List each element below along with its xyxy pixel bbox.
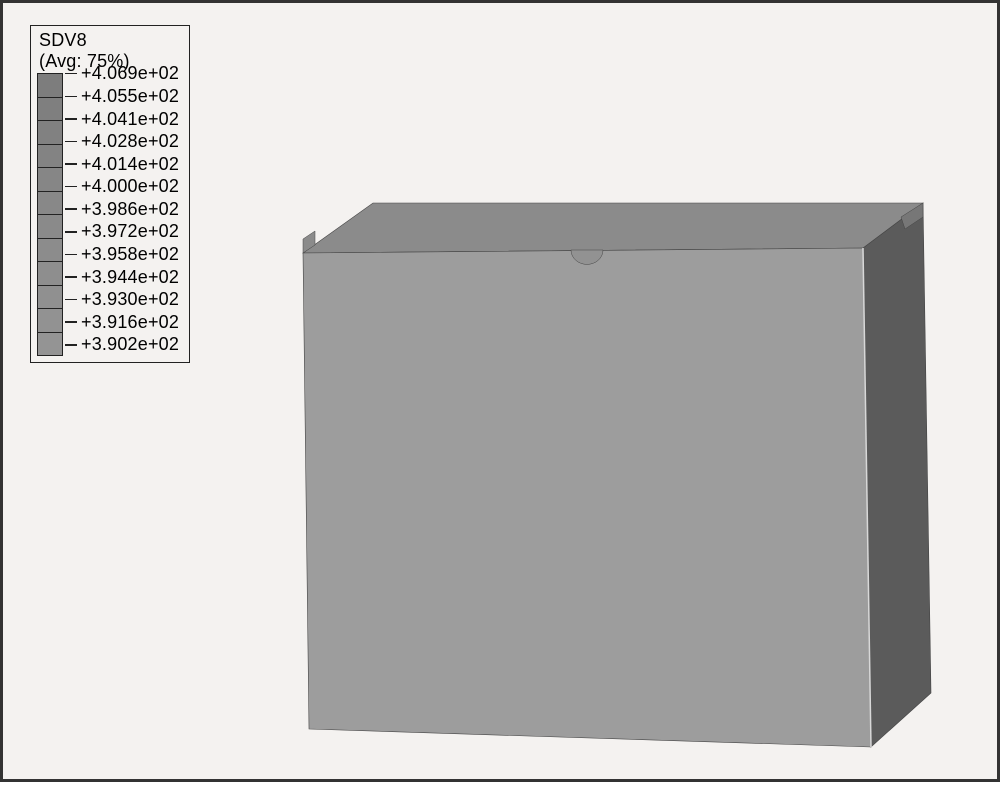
tick-label: +3.902e+02 — [81, 334, 179, 355]
tick-label: +4.000e+02 — [81, 176, 179, 197]
model-front-face — [303, 248, 871, 747]
tick-mark — [65, 276, 77, 278]
legend-tick: +4.014e+02 — [65, 153, 179, 176]
tick-label: +4.014e+02 — [81, 154, 179, 175]
tick-label: +4.069e+02 — [81, 63, 179, 84]
legend-tick: +3.986e+02 — [65, 198, 179, 221]
tick-label: +3.972e+02 — [81, 221, 179, 242]
tick-label: +3.958e+02 — [81, 244, 179, 265]
legend-swatch — [38, 332, 62, 355]
legend-tick: +4.055e+02 — [65, 85, 179, 108]
legend-swatch — [38, 191, 62, 214]
tick-label: +3.944e+02 — [81, 267, 179, 288]
tick-mark — [65, 344, 77, 346]
tick-label: +4.055e+02 — [81, 86, 179, 107]
contour-legend: SDV8 (Avg: 75%) +4.069e+02+4.055e+02+4.0… — [30, 25, 190, 363]
tick-mark — [65, 118, 77, 120]
tick-label: +3.930e+02 — [81, 289, 179, 310]
legend-tick: +4.000e+02 — [65, 175, 179, 198]
legend-swatch — [38, 214, 62, 237]
legend-tick: +4.069e+02 — [65, 62, 179, 85]
tick-mark — [65, 208, 77, 210]
tick-mark — [65, 163, 77, 165]
tick-mark — [65, 254, 77, 256]
tick-label: +4.041e+02 — [81, 109, 179, 130]
tick-mark — [65, 231, 77, 233]
model-top-face — [303, 203, 923, 253]
legend-swatch — [38, 144, 62, 167]
tick-mark — [65, 321, 77, 323]
legend-swatch — [38, 308, 62, 331]
legend-tick: +4.041e+02 — [65, 108, 179, 131]
tick-label: +3.986e+02 — [81, 199, 179, 220]
legend-tick: +3.930e+02 — [65, 288, 179, 311]
tick-mark — [65, 73, 77, 75]
tick-mark — [65, 96, 77, 98]
legend-tick: +3.972e+02 — [65, 221, 179, 244]
legend-swatch — [38, 74, 62, 96]
legend-tick: +4.028e+02 — [65, 130, 179, 153]
tick-mark — [65, 186, 77, 188]
legend-swatch — [38, 238, 62, 261]
tick-label: +4.028e+02 — [81, 131, 179, 152]
tick-mark — [65, 299, 77, 301]
legend-title: SDV8 — [39, 30, 179, 51]
legend-tick-list: +4.069e+02+4.055e+02+4.041e+02+4.028e+02… — [65, 62, 179, 356]
tick-label: +3.916e+02 — [81, 312, 179, 333]
legend-tick: +3.944e+02 — [65, 266, 179, 289]
legend-swatch — [38, 285, 62, 308]
legend-tick: +3.902e+02 — [65, 334, 179, 357]
legend-swatch — [38, 261, 62, 284]
legend-swatch — [38, 167, 62, 190]
legend-swatch — [38, 120, 62, 143]
tick-mark — [65, 141, 77, 143]
legend-tick: +3.958e+02 — [65, 243, 179, 266]
legend-colorbar — [37, 73, 63, 356]
model-right-face — [863, 203, 931, 747]
legend-tick: +3.916e+02 — [65, 311, 179, 334]
legend-swatch — [38, 97, 62, 120]
